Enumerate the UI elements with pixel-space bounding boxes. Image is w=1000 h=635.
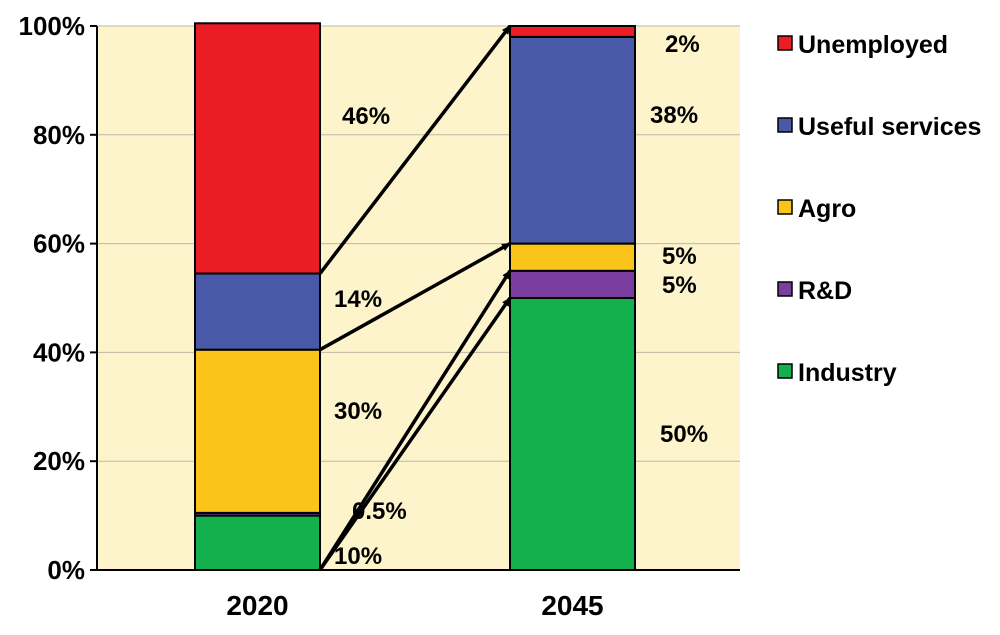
y-tick-label: 60% (33, 229, 85, 259)
x-category-label: 2045 (541, 590, 603, 621)
bar-segment-useful-services-2020 (194, 272, 321, 351)
transition-arrow-useful-services-to-agro (319, 242, 511, 352)
data-label-r-d-2020: 0.5% (352, 498, 407, 525)
data-label-industry-2020: 10% (334, 543, 382, 570)
data-label-agro-2045: 5% (662, 243, 697, 270)
legend-swatch-useful-services (777, 117, 793, 133)
bar-segment-agro-2020 (194, 348, 321, 514)
data-label-useful-services-2045: 38% (650, 102, 698, 129)
bar-segment-industry-2020 (194, 514, 321, 571)
data-label-agro-2020: 30% (334, 398, 382, 425)
x-category-label: 2020 (226, 590, 288, 621)
bar-segment-useful-services-2045 (509, 35, 636, 245)
bar-segment-unemployed-2020 (194, 22, 321, 275)
data-label-r-d-2045: 5% (662, 272, 697, 299)
y-tick-label: 80% (33, 120, 85, 150)
transition-arrow-industry-to-r-d (318, 269, 512, 571)
legend-label-useful-services: Useful services (798, 113, 981, 141)
data-label-industry-2045: 50% (660, 421, 708, 448)
legend-swatch-agro (777, 199, 793, 215)
y-tick-label: 20% (33, 446, 85, 476)
bar-segment-unemployed-2045 (509, 25, 636, 38)
y-tick-label: 100% (19, 11, 86, 41)
bar-segment-r-d-2045 (509, 269, 636, 299)
bar-segment-industry-2045 (509, 297, 636, 571)
transition-arrow-unemployed-to-unemployed (318, 24, 512, 275)
bar-segment-agro-2045 (509, 242, 636, 272)
legend-label-unemployed: Unemployed (798, 31, 948, 59)
plot-area (97, 26, 740, 570)
y-tick-label: 0% (47, 555, 85, 585)
data-label-unemployed-2045: 2% (665, 31, 700, 58)
data-label-useful-services-2020: 14% (334, 286, 382, 313)
legend-label-r-d: R&D (798, 277, 852, 305)
data-label-unemployed-2020: 46% (342, 103, 390, 130)
legend-label-industry: Industry (798, 359, 897, 387)
legend-label-agro: Agro (798, 195, 856, 223)
legend-swatch-unemployed (777, 35, 793, 51)
legend-swatch-industry (777, 363, 793, 379)
transition-arrow-industry-to-industry (318, 296, 512, 572)
legend-swatch-r-d (777, 281, 793, 297)
y-tick-label: 40% (33, 337, 85, 367)
